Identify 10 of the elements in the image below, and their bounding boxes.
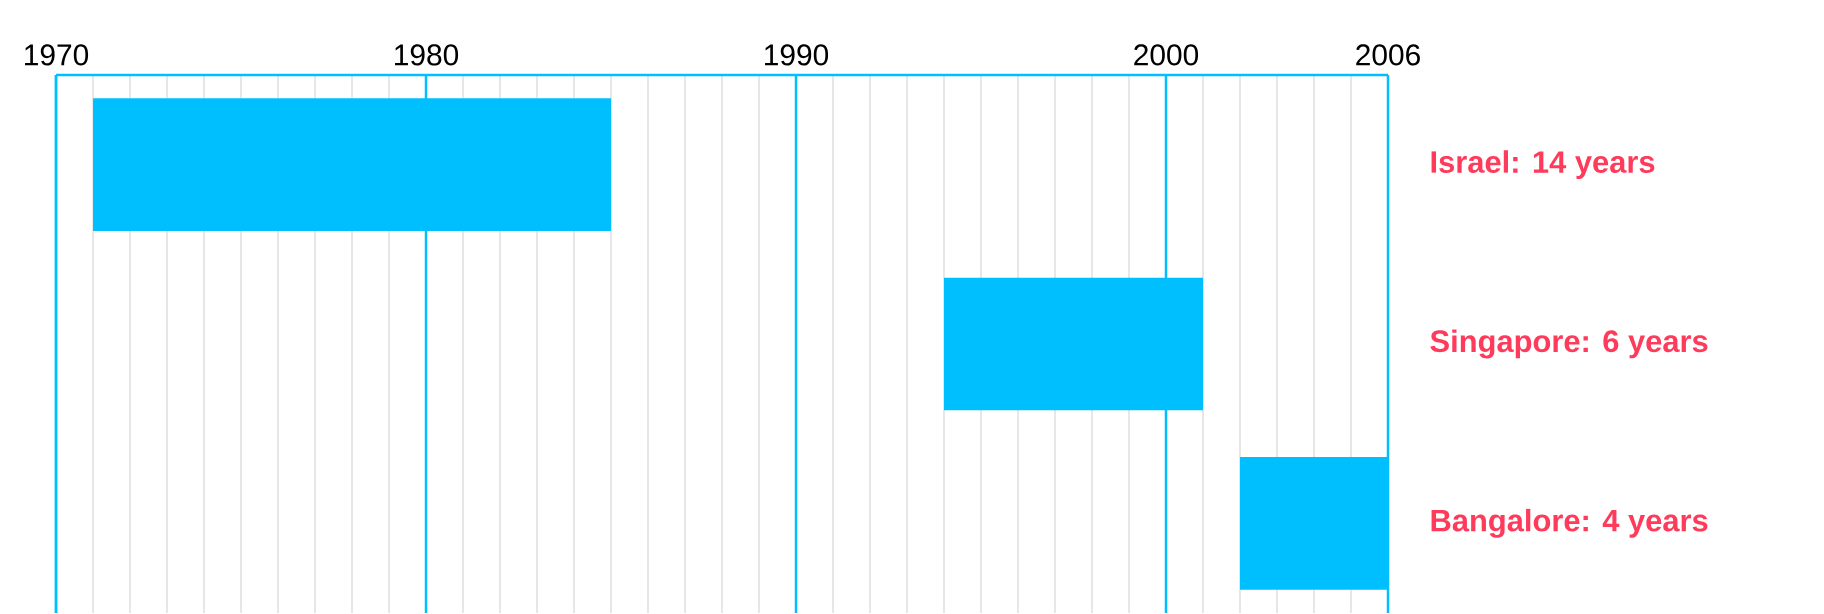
text: Israel: 14 years: [1431, 150, 1655, 179]
text: Singapore: 6 years: [1430, 329, 1708, 359]
x-tick-label: 1990: [765, 44, 829, 66]
x-tick-label: 1980: [395, 44, 459, 66]
bar: [93, 98, 612, 231]
x-tick-label: 2006: [1356, 44, 1420, 66]
bar: [944, 277, 1203, 411]
x-tick-label: 1970: [25, 44, 89, 66]
text: Bangalore: 4 years: [1431, 508, 1708, 538]
x-tick-label: 2000: [1134, 44, 1199, 66]
